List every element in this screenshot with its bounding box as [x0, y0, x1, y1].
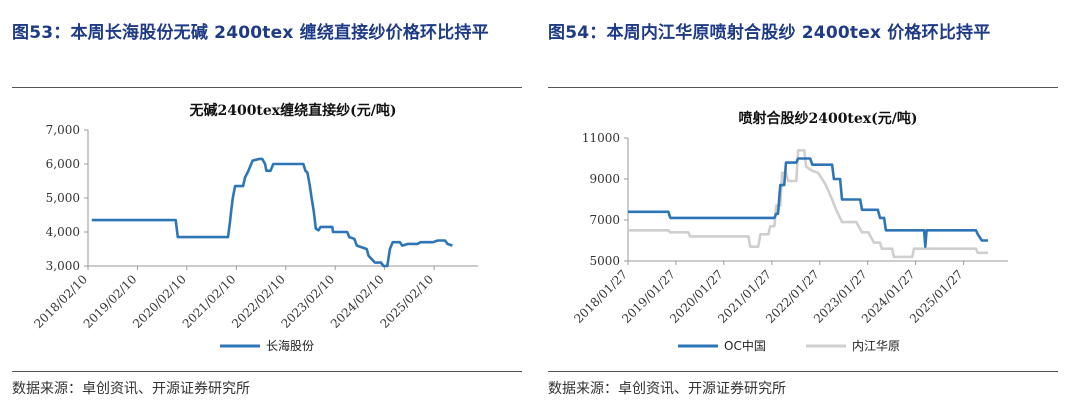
legend-label: 内江华原 — [852, 339, 900, 353]
heading-rule — [12, 87, 522, 88]
y-tick-label: 6,000 — [46, 157, 80, 171]
y-tick-label: 5,000 — [46, 191, 80, 205]
source-note: 数据来源：卓创资讯、开源证券研究所 — [12, 381, 250, 397]
y-tick-label: 5000 — [589, 254, 620, 268]
line-chart-svg: 无碱2400tex缠绕直接纱(元/吨) 3,000 4,000 5,000 6,000 7… — [31, 102, 478, 353]
y-tick-label: 7,000 — [46, 123, 80, 137]
series-line-0 — [91, 157, 453, 268]
chart-panel-left: 图53：本周长海股份无碱 2400tex 缠绕直接纱价格环比持平 无碱2400t… — [12, 0, 532, 413]
chart-title: 无碱2400tex缠绕直接纱(元/吨) — [188, 102, 396, 119]
figure-heading: 图53：本周长海股份无碱 2400tex 缠绕直接纱价格环比持平 — [12, 23, 489, 43]
figure-heading: 图54：本周内江华原喷射合股纱 2400tex 价格环比持平 — [548, 23, 991, 43]
source-rule — [548, 371, 1058, 372]
x-tick-label: 2025/02/10 — [377, 272, 436, 331]
series-line-0 — [628, 157, 988, 248]
legend-label: OC中国 — [724, 338, 766, 353]
y-tick-label: 4,000 — [46, 225, 80, 239]
line-chart-svg: 喷射合股纱2400tex(元/吨)500070009000110002018/0… — [571, 110, 1008, 353]
source-rule — [12, 371, 522, 372]
y-tick-label: 11000 — [582, 131, 620, 145]
series-line-1 — [628, 149, 988, 259]
y-tick-label: 7000 — [589, 213, 620, 227]
source-note: 数据来源：卓创资讯、开源证券研究所 — [548, 381, 786, 397]
y-tick-label: 3,000 — [46, 259, 80, 273]
legend-label: 长海股份 — [266, 338, 314, 353]
chart-title: 喷射合股纱2400tex(元/吨) — [738, 110, 917, 127]
heading-rule — [548, 87, 1058, 88]
y-tick-label: 9000 — [589, 172, 620, 186]
chart-panel-right: 图54：本周内江华原喷射合股纱 2400tex 价格环比持平 喷射合股纱2400… — [548, 0, 1068, 413]
